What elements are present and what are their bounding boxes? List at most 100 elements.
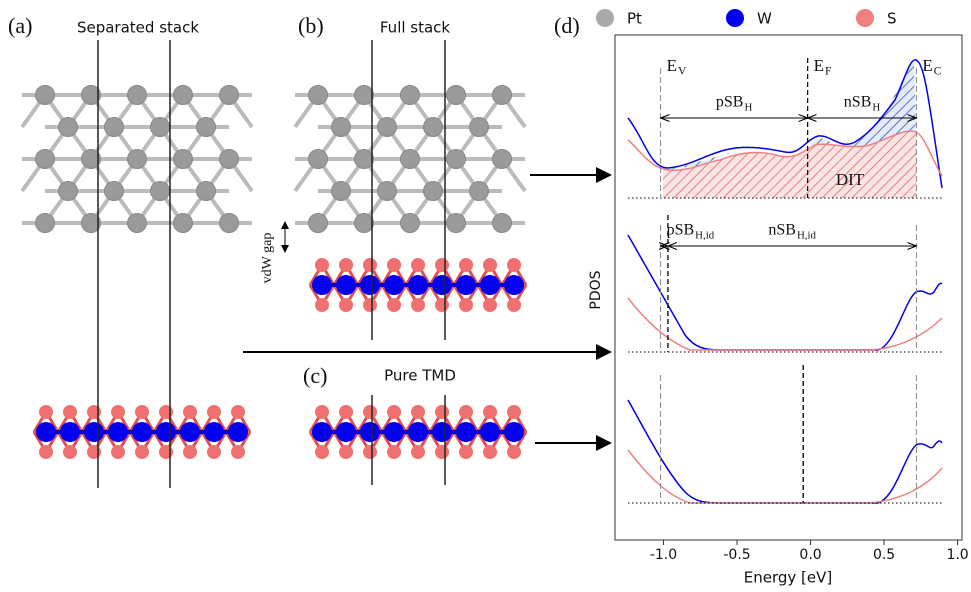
pt-atom bbox=[493, 86, 512, 105]
s-atom bbox=[483, 445, 497, 459]
label-sub: F bbox=[825, 65, 831, 78]
label-base: E bbox=[814, 56, 824, 75]
pt-atom bbox=[447, 214, 466, 233]
s-atom bbox=[135, 445, 149, 459]
s-atom bbox=[483, 298, 497, 312]
s-atom bbox=[363, 445, 377, 459]
s-atom bbox=[435, 298, 449, 312]
w-atom bbox=[156, 422, 176, 442]
label-base: pSB bbox=[667, 222, 695, 239]
pt-atom bbox=[174, 86, 193, 105]
figure: (a) Separated stack (b) Full stack (c) P… bbox=[0, 0, 971, 588]
s-atom bbox=[411, 298, 425, 312]
s-atom bbox=[411, 445, 425, 459]
pt-atom bbox=[36, 86, 55, 105]
w-atom bbox=[384, 422, 404, 442]
w-atom bbox=[180, 422, 200, 442]
pt-atom bbox=[355, 86, 374, 105]
s-atom bbox=[363, 258, 377, 272]
pt-atom bbox=[401, 86, 420, 105]
pt-atom bbox=[36, 214, 55, 233]
s-atom bbox=[387, 298, 401, 312]
x-tick-label: -0.5 bbox=[723, 547, 750, 563]
s-atom bbox=[507, 298, 521, 312]
pt-atom bbox=[309, 86, 328, 105]
label-sub: H,id bbox=[797, 230, 817, 242]
pt-atom bbox=[378, 182, 397, 201]
s-atom bbox=[231, 445, 245, 459]
s-atom bbox=[459, 258, 473, 272]
pt-atom bbox=[128, 150, 147, 169]
pt-atom bbox=[447, 150, 466, 169]
x-tick-label: -1.0 bbox=[650, 547, 677, 563]
s-atom bbox=[507, 258, 521, 272]
s-atom bbox=[159, 445, 173, 459]
y-axis-label: PDOS bbox=[588, 270, 604, 309]
w-atom bbox=[432, 422, 452, 442]
s-atom bbox=[111, 445, 125, 459]
pt-atom bbox=[309, 150, 328, 169]
s-atom bbox=[63, 445, 77, 459]
s-atom bbox=[339, 445, 353, 459]
s-atom bbox=[207, 445, 221, 459]
curve-s bbox=[628, 298, 942, 350]
s-atom bbox=[39, 445, 53, 459]
legend-marker bbox=[856, 9, 874, 27]
pt-atom bbox=[447, 86, 466, 105]
s-atom bbox=[111, 405, 125, 419]
pt-atom bbox=[197, 182, 216, 201]
fill-label: DIT bbox=[836, 170, 865, 189]
label-sub: H,id bbox=[695, 230, 715, 242]
s-atom bbox=[315, 298, 329, 312]
curve-w bbox=[628, 235, 942, 350]
s-atom bbox=[39, 405, 53, 419]
panel-title: Pure TMD bbox=[384, 367, 456, 385]
w-atom bbox=[504, 275, 524, 295]
pt-atom bbox=[309, 214, 328, 233]
w-atom bbox=[228, 422, 248, 442]
w-atom bbox=[108, 422, 128, 442]
s-atom bbox=[435, 445, 449, 459]
sub-label: EC bbox=[922, 56, 941, 78]
label-sub: H bbox=[872, 102, 880, 114]
w-atom bbox=[360, 275, 380, 295]
sub-label: EF bbox=[814, 56, 832, 78]
panel-label: (a) bbox=[8, 13, 32, 38]
s-atom bbox=[63, 405, 77, 419]
w-atom bbox=[456, 275, 476, 295]
w-atom bbox=[432, 275, 452, 295]
pt-atom bbox=[332, 182, 351, 201]
pt-atom bbox=[105, 182, 124, 201]
w-atom bbox=[384, 275, 404, 295]
w-atom bbox=[132, 422, 152, 442]
s-atom bbox=[387, 405, 401, 419]
pt-atom bbox=[220, 214, 239, 233]
x-tick-label: 0.0 bbox=[799, 547, 821, 563]
s-atom bbox=[507, 445, 521, 459]
pt-atom bbox=[151, 182, 170, 201]
s-atom bbox=[435, 258, 449, 272]
w-atom bbox=[84, 422, 104, 442]
sub-label: EV bbox=[667, 56, 687, 78]
pt-atom bbox=[401, 150, 420, 169]
s-atom bbox=[363, 405, 377, 419]
w-atom bbox=[312, 422, 332, 442]
s-atom bbox=[315, 258, 329, 272]
label-sub: V bbox=[678, 65, 687, 78]
s-atom bbox=[159, 405, 173, 419]
w-atom bbox=[336, 422, 356, 442]
s-atom bbox=[483, 405, 497, 419]
curve-s bbox=[628, 450, 942, 503]
w-atom bbox=[360, 422, 380, 442]
gap-label: vdW gap bbox=[260, 233, 275, 284]
pt-atom bbox=[470, 118, 489, 137]
panel-title: Separated stack bbox=[77, 19, 199, 37]
pt-atom bbox=[378, 118, 397, 137]
s-atom bbox=[363, 298, 377, 312]
s-atom bbox=[183, 445, 197, 459]
s-atom bbox=[483, 258, 497, 272]
s-atom bbox=[231, 405, 245, 419]
pt-atom bbox=[128, 214, 147, 233]
